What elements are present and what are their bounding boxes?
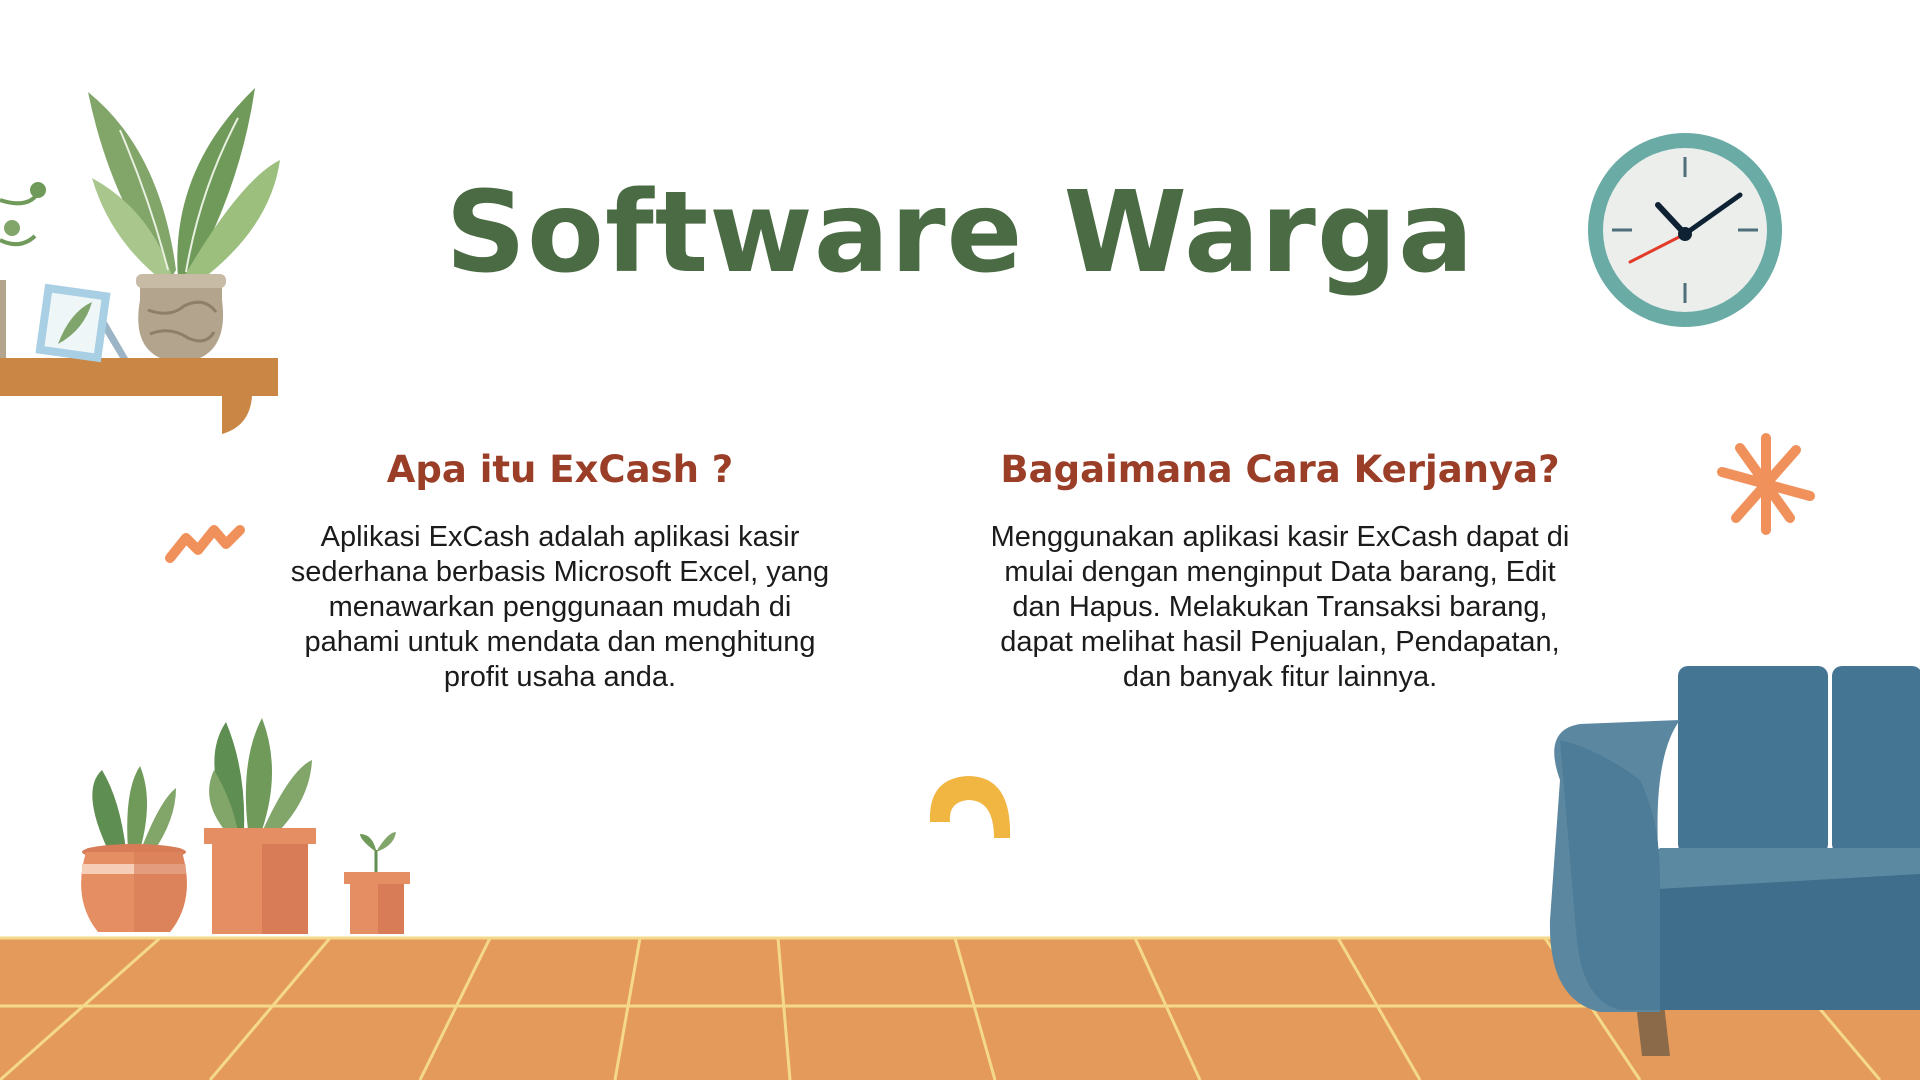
shelf-icon (0, 358, 278, 434)
section-heading-left: Apa itu ExCash ? (386, 448, 734, 491)
section-heading-right: Bagaimana Cara Kerjanya? (1000, 448, 1560, 491)
arch-icon (929, 776, 1011, 838)
section-body-left: Aplikasi ExCash adalah aplikasi kasir se… (290, 521, 830, 693)
zigzag-icon (165, 525, 245, 563)
sofa-icon (1549, 666, 1920, 1056)
page-title: Software Warga (445, 168, 1475, 298)
potted-plants-icon (81, 718, 410, 934)
plant-icon (0, 88, 280, 358)
sparkle-icon (1717, 433, 1815, 535)
clock-icon (1588, 133, 1782, 327)
picture-frame-icon (35, 283, 128, 363)
section-body-right: Menggunakan aplikasi kasir ExCash dapat … (990, 521, 1570, 693)
